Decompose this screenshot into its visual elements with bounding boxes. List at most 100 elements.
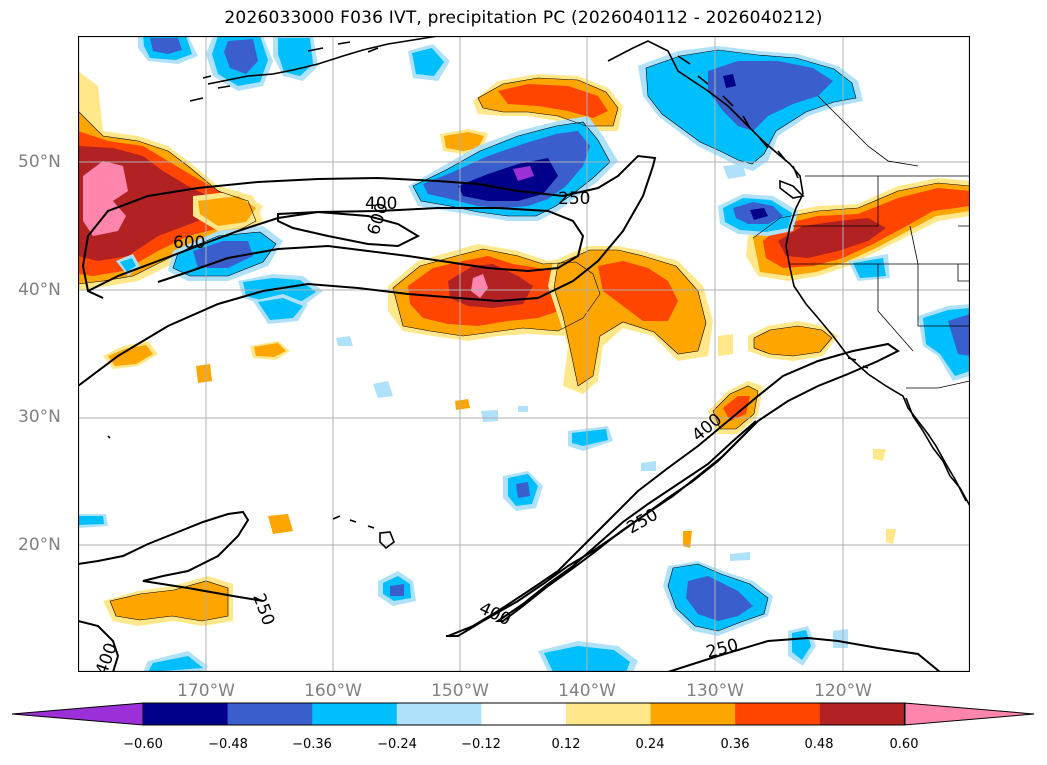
precip-region-neg-blue-128w15n <box>686 576 753 621</box>
precip-region-neg-lightblue-162w38n <box>336 336 353 346</box>
precip-region-neg-blue-top-left <box>150 38 182 54</box>
baja-peninsula <box>905 397 970 507</box>
us-west-coast <box>785 193 967 502</box>
precip-region-neg-navy-130w47n <box>750 208 768 220</box>
precip-region-neg-blue-se-coast <box>948 314 970 356</box>
colorbar-segment <box>481 703 567 725</box>
contour-label-250-north: 250 <box>558 189 590 209</box>
precip-region-small-yellow-118w22n <box>886 529 896 544</box>
precip-region-neg-blue-ne <box>708 61 833 131</box>
precip-region-small-orange-168w21n <box>268 514 293 534</box>
colorbar-tick-label: 0.24 <box>635 737 665 752</box>
contour-label-600-north-west: 600 <box>173 233 205 253</box>
colorbar-segment <box>650 703 736 725</box>
colorbar-segment <box>143 703 229 725</box>
colorbar-extend-high <box>903 702 1035 726</box>
precip-region-neg-navy-155w47n <box>458 158 558 201</box>
precip-region-central-firebrick <box>448 264 533 308</box>
precip-region-neg-lightblue-129w19n <box>730 552 750 561</box>
colorbar-outline <box>142 702 906 726</box>
precip-region-central-pink <box>471 274 488 298</box>
precip-region-neg-lightblue-130w52n <box>723 164 746 179</box>
precip-region-patch-orange-128w37n <box>754 326 832 356</box>
precip-region-neg-lightblue-144w30n <box>518 406 528 412</box>
map-title: 2026033000 F036 IVT, precipitation PC (2… <box>224 8 823 28</box>
precip-region-small-orange-133w23n <box>683 531 692 548</box>
colorbar-tick-label: −0.36 <box>292 737 332 752</box>
map-panel: 250 400 600 600 250 400 400 250 400 250 <box>78 36 970 672</box>
alaska-bc-coast <box>607 40 804 195</box>
precip-region-neg-deepskyblue-sw-bottom <box>148 656 203 672</box>
lat-label-20n: 20°N <box>18 535 61 555</box>
hawaiian-islands <box>332 515 395 550</box>
precip-region-east-orangered <box>598 261 678 321</box>
ivt-contour-400-sw <box>78 620 120 672</box>
precip-outlines <box>78 49 970 632</box>
precip-region-neg-purple-155w47n <box>513 166 534 181</box>
colorbar-segment <box>566 703 652 725</box>
precip-region-ne-firebrick <box>778 218 886 258</box>
precip-region-north-orangered <box>498 84 608 118</box>
colorbar-segment <box>396 703 482 725</box>
precip-shading <box>78 36 970 672</box>
canada-province-border <box>817 95 919 167</box>
coastlines <box>107 36 970 550</box>
map-canvas: 250 400 600 600 250 400 400 250 400 250 <box>78 36 970 672</box>
precip-region-neg-navy-ne <box>723 74 736 88</box>
aleutian-islands <box>207 36 439 85</box>
precip-region-small-orange-174w35n <box>108 345 153 366</box>
precip-region-neg-blue-156w16n <box>390 584 404 596</box>
colorbar-segment <box>227 703 313 725</box>
colorbar-tick-label: 0.48 <box>804 737 834 752</box>
precip-region-small-orange-150w31n <box>455 399 470 410</box>
precip-region-neg-deepskyblue-175w40n <box>120 258 136 272</box>
lat-label-50n: 50°N <box>18 152 61 172</box>
colorbar-tick-label: 0.60 <box>889 737 919 752</box>
precip-region-neg-lightblue-147w29n <box>481 410 498 422</box>
us-mexico-border <box>906 380 970 389</box>
ivt-contour-600-north <box>277 210 421 248</box>
contour-label-400-north: 400 <box>365 194 397 214</box>
lon-label-150w: 150°W <box>431 681 489 701</box>
colorbar-tick-label: −0.60 <box>123 737 163 752</box>
vancouver-island <box>779 179 805 199</box>
precip-region-patch-orangered-130w30n <box>723 396 750 421</box>
precip-region-neg-blue-168w43n <box>193 241 253 268</box>
ivt-contour-250-sw <box>78 510 264 602</box>
colorbar-tick-label: 0.36 <box>720 737 750 752</box>
ivt-contour-400-north <box>87 207 585 292</box>
precip-region-neg-lightblue-134w24n <box>641 461 656 471</box>
state-border-ca-nv <box>877 264 914 352</box>
precip-region-neg-lightblue-155w34n <box>373 381 393 398</box>
lon-label-140w: 140°W <box>558 681 616 701</box>
precip-region-small-orange-164w35n <box>254 343 286 357</box>
state-border-nv-az <box>917 264 970 327</box>
lon-label-170w: 170°W <box>177 681 235 701</box>
colorbar-segment <box>735 703 821 725</box>
colorbar <box>12 702 1035 726</box>
precip-region-small-orange-150w52n <box>444 132 484 151</box>
precip-region-neg-deepskyblue-top-right <box>412 48 444 76</box>
precip-region-neg-blue-top-center <box>224 39 258 74</box>
precip-region-small-orange-170w33n <box>196 364 212 383</box>
colorbar-tick-label: −0.48 <box>208 737 248 752</box>
precip-region-neg-deepskyblue-140w29n <box>572 429 608 446</box>
ivt-contour-250-north <box>78 154 657 387</box>
ivt-contours <box>78 154 941 672</box>
state-border-id <box>877 176 919 265</box>
ivt-contour-250-south <box>446 342 900 637</box>
precip-region-neg-lightblue-130w13n-small <box>833 629 848 648</box>
colorbar-tick-label: 0.12 <box>551 737 581 752</box>
precip-region-small-yellow-118w27n <box>873 449 886 461</box>
colorbar-segment <box>819 703 905 725</box>
colorbar-tick-label: −0.12 <box>461 737 501 752</box>
precip-region-sw-orange <box>110 581 228 621</box>
precip-region-nw-pink <box>83 161 128 236</box>
lon-label-160w: 160°W <box>304 681 362 701</box>
lat-label-30n: 30°N <box>18 407 61 427</box>
colorbar-extend-low <box>12 702 144 726</box>
lat-label-40n: 40°N <box>18 280 61 300</box>
colorbar-tick-label: −0.24 <box>377 737 417 752</box>
lon-label-130w: 130°W <box>686 681 744 701</box>
political-borders <box>790 95 970 389</box>
